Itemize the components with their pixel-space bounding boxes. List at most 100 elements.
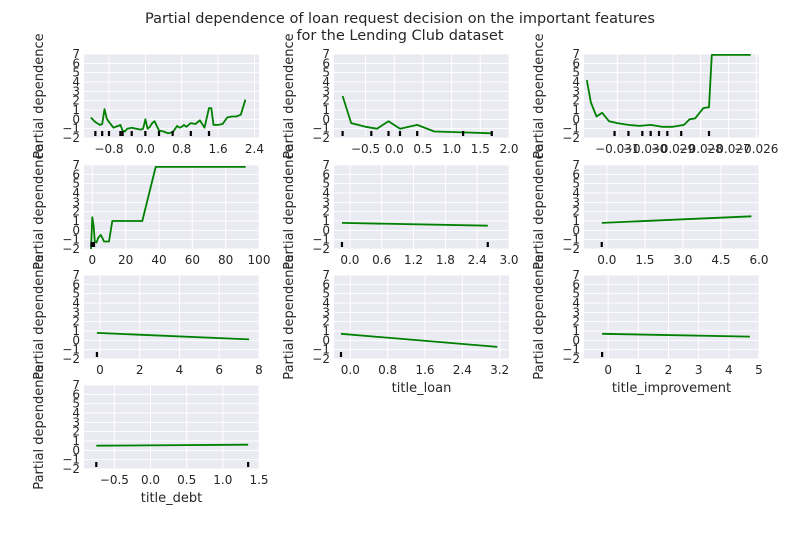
y-tick-label: 3 <box>72 84 80 98</box>
x-tick-label: 3 <box>695 363 703 377</box>
y-tick-label: 2 <box>72 205 80 219</box>
y-tick-label: 3 <box>322 195 330 209</box>
y-tick-label: −1 <box>62 233 80 247</box>
y-tick-label: −1 <box>62 343 80 357</box>
x-tick-label: 80 <box>218 253 233 267</box>
y-tick-label: 1 <box>322 324 330 338</box>
y-tick-label: 6 <box>322 277 330 291</box>
y-tick-label: −2 <box>312 352 330 366</box>
x-tick-label: 4 <box>725 363 733 377</box>
y-axis-label: Partial dependence <box>532 144 547 269</box>
y-tick-label: 4 <box>322 75 330 89</box>
x-tick-label: 0.0 <box>597 253 616 267</box>
partial-dependence-line <box>341 222 488 227</box>
x-tick-label: 1 <box>634 363 642 377</box>
partial-dependence-line <box>340 332 498 348</box>
x-tick-label: 6 <box>215 363 223 377</box>
y-tick-label: 5 <box>322 177 330 191</box>
x-tick-label: 20 <box>118 253 133 267</box>
plot-area <box>584 54 759 138</box>
x-tick-label: 1.2 <box>404 253 423 267</box>
y-tick-label: 1 <box>72 434 80 448</box>
y-tick-label: 3 <box>72 195 80 209</box>
y-tick-label: 7 <box>72 47 80 61</box>
y-tick-label: −1 <box>62 453 80 467</box>
y-tick-label: 0 <box>72 223 80 237</box>
subplot-3: −0.031−0.030−0.029−0.028−0.027−0.026 −2−1… <box>532 33 778 158</box>
y-tick-label: −2 <box>312 242 330 256</box>
x-tick-label: 1.6 <box>209 142 228 156</box>
y-tick-label: 2 <box>572 315 580 329</box>
x-tick-label: 0.5 <box>413 142 432 156</box>
x-tick-label: 1.5 <box>635 253 654 267</box>
partial-dependence-line <box>90 165 246 250</box>
x-tick-label: 0 <box>604 363 612 377</box>
x-tick-label: 5 <box>755 363 763 377</box>
y-tick-label: 6 <box>72 167 80 181</box>
y-tick-label: 7 <box>322 158 330 172</box>
x-tick-label: 0.0 <box>141 473 160 487</box>
partial-dependence-line <box>96 443 249 447</box>
y-tick-label: −1 <box>312 233 330 247</box>
x-tick-label: −0.8 <box>94 142 123 156</box>
x-tick-label: 3.0 <box>499 253 518 267</box>
x-tick-label: 0 <box>89 253 97 267</box>
y-tick-label: 2 <box>322 205 330 219</box>
y-tick-label: 2 <box>72 315 80 329</box>
y-tick-label: −2 <box>62 462 80 476</box>
y-tick-label: 5 <box>322 66 330 80</box>
y-tick-label: −2 <box>62 352 80 366</box>
y-tick-label: −2 <box>62 242 80 256</box>
y-tick-label: 7 <box>72 268 80 282</box>
y-tick-label: 5 <box>72 287 80 301</box>
y-tick-label: 2 <box>572 205 580 219</box>
x-tick-label: 3.2 <box>490 363 509 377</box>
x-axis-label: title_debt <box>141 491 203 506</box>
x-tick-label: 0.5 <box>177 473 196 487</box>
x-tick-label: 60 <box>185 253 200 267</box>
x-tick-label: 0.8 <box>172 142 191 156</box>
y-tick-label: 1 <box>572 103 580 117</box>
partial-dependence-line <box>602 332 750 338</box>
x-tick-label: 2.4 <box>453 363 472 377</box>
figure-title-line-1: Partial dependence of loan request decis… <box>145 11 655 27</box>
y-tick-label: 2 <box>322 315 330 329</box>
plot-area <box>84 54 259 138</box>
y-tick-label: −2 <box>562 131 580 145</box>
y-tick-label: 7 <box>572 158 580 172</box>
y-tick-label: 0 <box>72 443 80 457</box>
y-tick-label: 4 <box>322 186 330 200</box>
y-axis-label: Partial dependence <box>32 33 47 158</box>
y-axis-label: Partial dependence <box>532 254 547 379</box>
x-tick-label: 0.8 <box>378 363 397 377</box>
x-tick-label: 1.6 <box>415 363 434 377</box>
y-tick-label: 6 <box>322 56 330 70</box>
y-tick-label: 1 <box>72 103 80 117</box>
x-tick-label: 1.5 <box>249 473 268 487</box>
y-tick-label: 6 <box>72 387 80 401</box>
partial-dependence-line <box>601 215 752 224</box>
partial-dependence-line <box>96 332 250 341</box>
y-tick-label: 4 <box>572 186 580 200</box>
y-tick-label: 5 <box>72 66 80 80</box>
y-tick-label: 1 <box>322 103 330 117</box>
y-tick-label: −1 <box>562 343 580 357</box>
y-tick-label: 3 <box>72 415 80 429</box>
y-tick-label: −1 <box>62 122 80 136</box>
partial-dependence-line <box>585 54 751 128</box>
y-tick-label: 3 <box>322 84 330 98</box>
x-tick-label: −0.5 <box>100 473 129 487</box>
y-tick-label: −1 <box>312 122 330 136</box>
y-tick-label: 6 <box>572 167 580 181</box>
y-axis-label: Partial dependence <box>532 33 547 158</box>
x-tick-label: −0.031 <box>595 142 639 156</box>
y-tick-label: 2 <box>572 94 580 108</box>
y-tick-label: 5 <box>322 287 330 301</box>
plot-area <box>84 165 259 249</box>
y-tick-label: 7 <box>72 378 80 392</box>
plot-area <box>584 165 759 249</box>
y-tick-label: 4 <box>72 406 80 420</box>
x-tick-label: 8 <box>255 363 263 377</box>
